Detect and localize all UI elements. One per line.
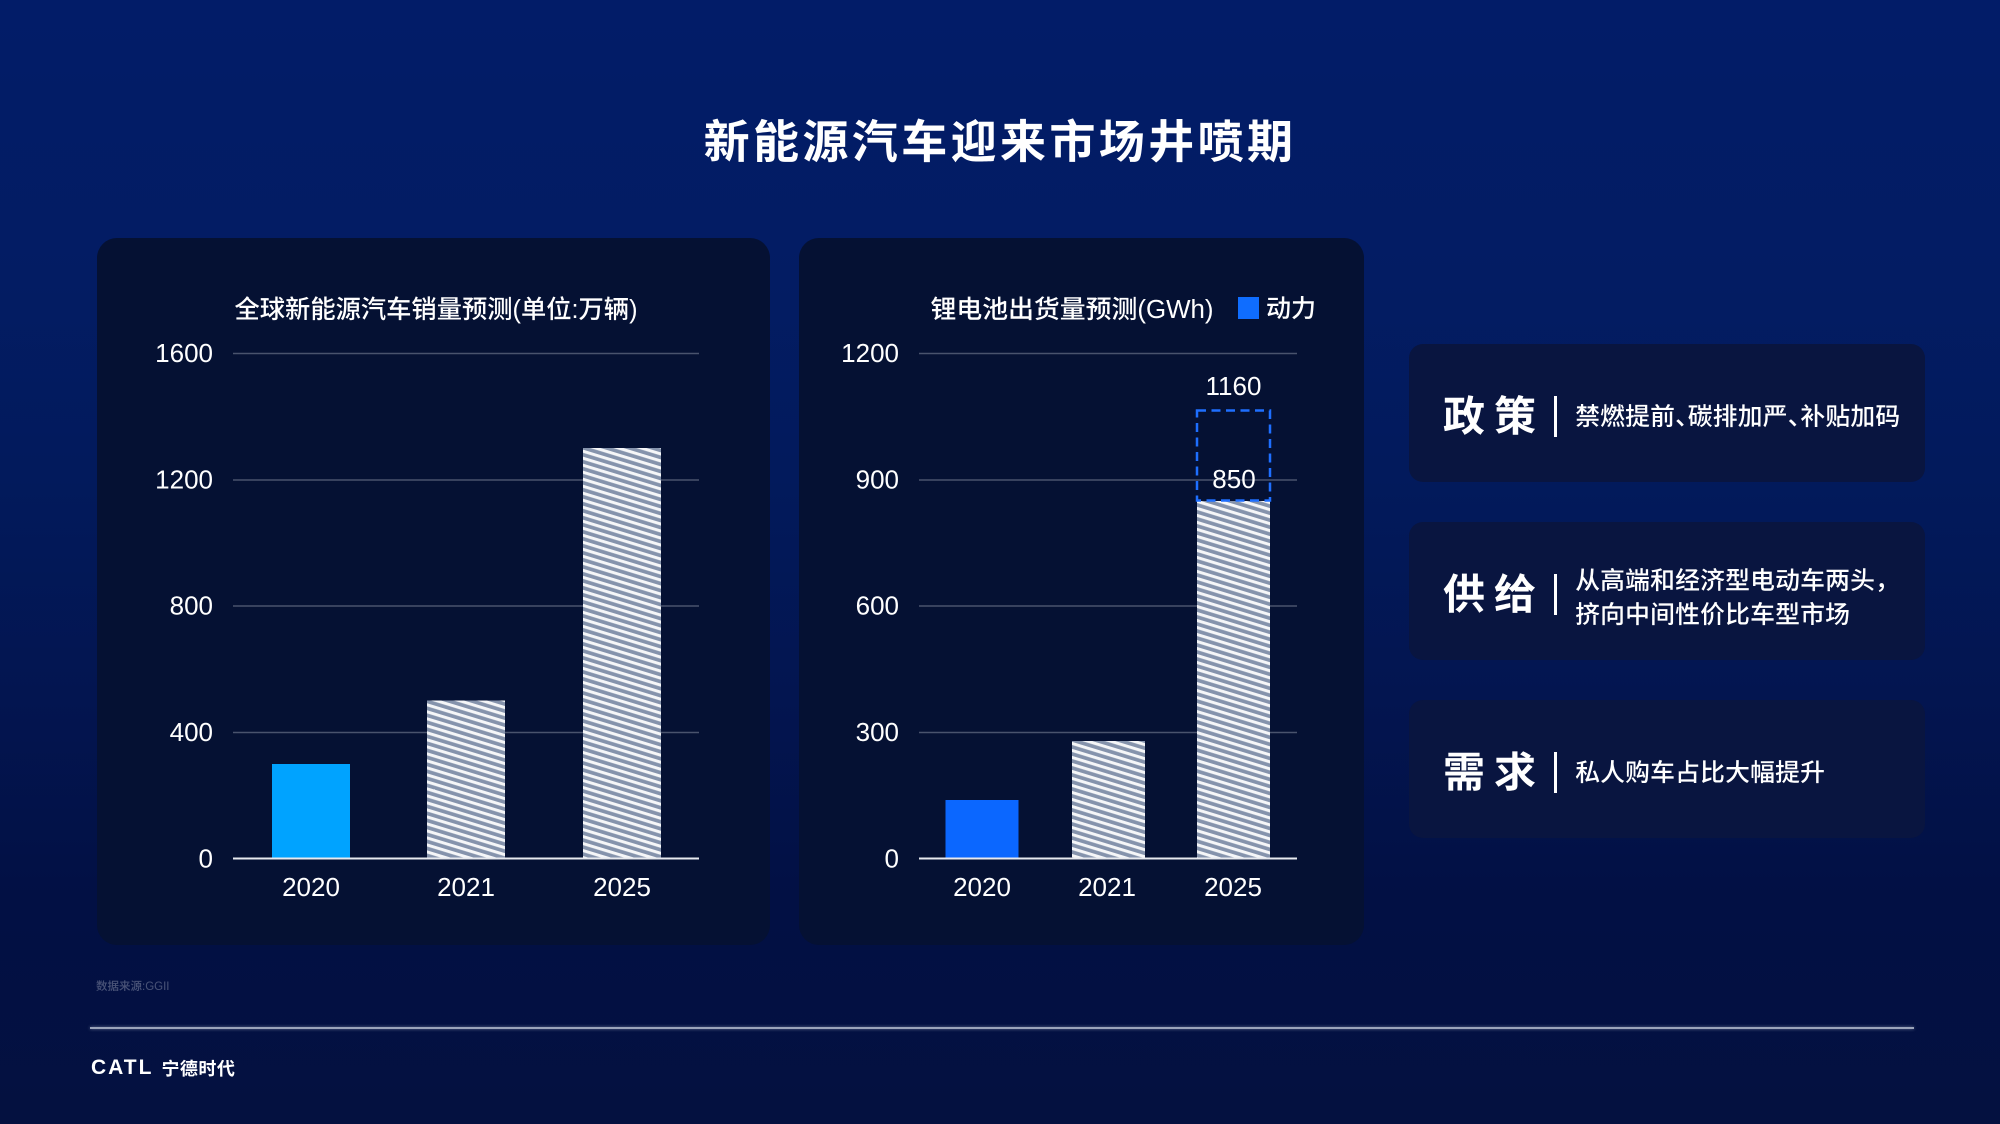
svg-text:2020: 2020 bbox=[282, 872, 340, 902]
svg-text:1600: 1600 bbox=[155, 338, 213, 368]
svg-text:600: 600 bbox=[856, 591, 899, 621]
svg-text:2020: 2020 bbox=[953, 872, 1011, 902]
svg-text:1200: 1200 bbox=[155, 465, 213, 495]
svg-text:1160: 1160 bbox=[1206, 371, 1262, 401]
svg-text:2025: 2025 bbox=[1204, 872, 1262, 902]
svg-text:800: 800 bbox=[170, 591, 213, 621]
svg-text:2025: 2025 bbox=[593, 872, 651, 902]
svg-text:1200: 1200 bbox=[841, 338, 899, 368]
svg-text:2021: 2021 bbox=[1078, 872, 1136, 902]
svg-text:2021: 2021 bbox=[437, 872, 495, 902]
svg-text:900: 900 bbox=[856, 465, 899, 495]
svg-text:0: 0 bbox=[199, 844, 213, 874]
svg-text:300: 300 bbox=[856, 717, 899, 747]
svg-text:锂电池出货量预测(GWh): 锂电池出货量预测(GWh) bbox=[931, 296, 1214, 324]
svg-text:850: 850 bbox=[1212, 464, 1255, 494]
svg-text:动力: 动力 bbox=[1266, 295, 1316, 323]
svg-text:0: 0 bbox=[885, 844, 899, 874]
svg-text:全球新能源汽车销量预测(单位:万辆): 全球新能源汽车销量预测(单位:万辆) bbox=[235, 296, 638, 324]
svg-text:400: 400 bbox=[170, 717, 213, 747]
